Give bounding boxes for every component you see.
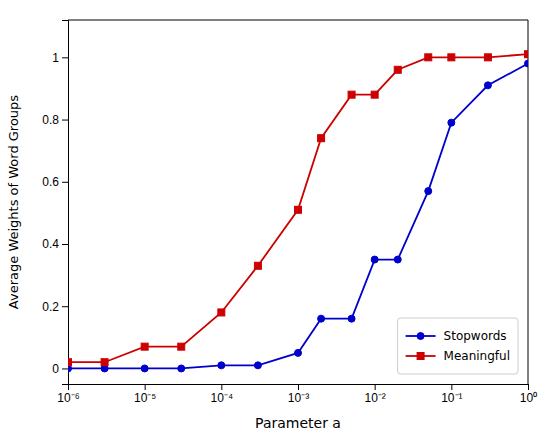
point — [178, 343, 185, 350]
tick: 10⁻⁴ — [211, 384, 234, 405]
point — [318, 315, 325, 322]
point — [348, 91, 355, 98]
tick-mark — [62, 57, 68, 58]
point — [68, 359, 72, 366]
tick: 10⁻¹ — [441, 384, 462, 405]
legend-box — [398, 318, 518, 374]
tick: 10⁻³ — [288, 384, 309, 405]
tick: 10⁻⁵ — [134, 384, 156, 405]
y-axis-title: Average Weights of Word Groups — [6, 95, 21, 309]
point — [295, 206, 302, 213]
point — [318, 135, 325, 142]
tick-label: 10⁰ — [520, 391, 537, 405]
frame-line — [528, 20, 529, 384]
point — [371, 91, 378, 98]
tick-mark — [298, 384, 299, 390]
tick-mark — [375, 384, 376, 390]
y-axis: 0 0.2 0.4 0.6 0.8 1 — [42, 21, 68, 385]
tick-mark — [62, 120, 68, 121]
point — [525, 51, 529, 58]
point — [394, 256, 401, 263]
tick-mark — [62, 182, 68, 183]
legend-label: Stopwords — [444, 329, 507, 343]
legend-item: Stopwords — [406, 329, 507, 343]
point — [425, 188, 432, 195]
chart: 10⁻⁶ 10⁻⁵ 10⁻⁴ 10⁻³ 10⁻² 10⁻¹ 10⁰ 0 0.2 0.4 0.6 0.8… — [0, 0, 550, 440]
tick: 0.4 — [42, 237, 68, 251]
point — [484, 82, 491, 89]
axis-line — [69, 385, 529, 391]
point — [101, 359, 108, 366]
tick: 0 — [52, 362, 68, 376]
tick-label: 10⁻³ — [288, 391, 309, 405]
line — [68, 54, 528, 362]
tick: 10⁰ — [520, 384, 537, 405]
point — [254, 362, 261, 369]
legend: Stopwords Meaningful — [398, 318, 518, 374]
tick-mark — [62, 244, 68, 245]
tick: 0.6 — [42, 175, 68, 189]
tick-mark — [451, 384, 452, 390]
tick-label: 10⁻⁶ — [57, 391, 79, 405]
point — [448, 119, 455, 126]
legend-item: Meaningful — [406, 349, 510, 363]
tick-label: 0.6 — [42, 175, 59, 189]
tick-label: 0.4 — [42, 237, 59, 251]
point — [425, 54, 432, 61]
legend-key — [417, 333, 424, 340]
point — [141, 343, 148, 350]
point — [394, 66, 401, 73]
tick-label: 0.8 — [42, 113, 59, 127]
point — [484, 54, 491, 61]
point — [254, 262, 261, 269]
point — [371, 256, 378, 263]
tick-label: 0 — [52, 362, 59, 376]
frame-line — [68, 20, 528, 21]
tick-label: 1 — [52, 51, 59, 65]
point — [141, 365, 148, 372]
point — [218, 309, 225, 316]
legend-key — [417, 353, 424, 360]
point — [178, 365, 185, 372]
tick-label: 10⁻² — [364, 391, 385, 405]
legend-label: Meaningful — [444, 349, 510, 363]
tick: 10⁻⁶ — [57, 384, 79, 405]
tick-label: 0.2 — [42, 300, 59, 314]
tick: 0.2 — [42, 300, 68, 314]
x-axis: 10⁻⁶ 10⁻⁵ 10⁻⁴ 10⁻³ 10⁻² 10⁻¹ 10⁰ — [57, 384, 537, 405]
tick-mark — [62, 306, 68, 307]
axis-line — [62, 21, 69, 385]
tick-label: 10⁻⁵ — [134, 391, 156, 405]
tick-mark — [528, 384, 529, 390]
plot-root: 10⁻⁶ 10⁻⁵ 10⁻⁴ 10⁻³ 10⁻² 10⁻¹ 10⁰ 0 0.2 0.4 0.6 0.8… — [42, 20, 537, 405]
tick-mark — [145, 384, 146, 390]
tick-mark — [221, 384, 222, 390]
tick-label: 10⁻¹ — [441, 391, 462, 405]
point — [348, 315, 355, 322]
tick-label: 10⁻⁴ — [211, 391, 234, 405]
point — [218, 362, 225, 369]
point — [525, 60, 529, 67]
point — [295, 349, 302, 356]
x-axis-title: Parameter a — [255, 415, 341, 431]
tick: 0.8 — [42, 113, 68, 127]
point — [448, 54, 455, 61]
tick: 10⁻² — [364, 384, 385, 405]
tick: 1 — [52, 51, 68, 65]
tick-mark — [62, 368, 68, 369]
